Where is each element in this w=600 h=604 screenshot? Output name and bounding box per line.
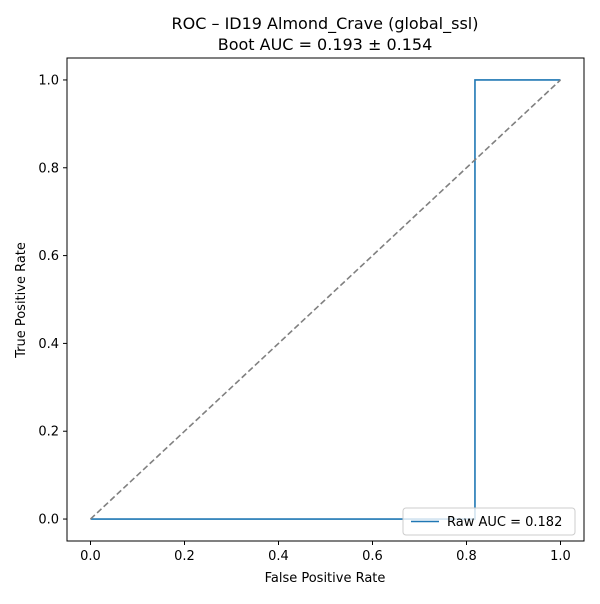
y-tick-label: 1.0 [38,73,59,88]
x-tick-label: 0.2 [174,549,195,564]
plot-area: 0.0 0.2 0.4 0.6 0.8 1.0 0.0 0.2 0.4 0.6 0.8 1.0 [38,57,585,564]
x-tick-label: 1.0 [550,549,571,564]
chart-subtitle: Boot AUC = 0.193 ± 0.154 [218,35,433,54]
y-tick-label: 0.8 [38,161,59,176]
legend-box [402,507,576,536]
y-axis-label: True Positive Rate [14,242,29,359]
y-tick-label: 0.0 [38,513,59,528]
x-tick-label: 0.4 [268,549,289,564]
roc-curve-line [90,79,561,520]
plot-frame [66,57,585,542]
legend: Raw AUC = 0.182 [402,507,576,536]
y-tick-label: 0.4 [38,337,59,352]
y-tick-label: 0.6 [38,249,59,264]
x-tick-label: 0.8 [456,549,477,564]
x-tick-label: 0.0 [80,549,101,564]
chance-diagonal-line [89,79,562,520]
x-axis-label: False Positive Rate [265,571,386,586]
chart-title: ROC – ID19 Almond_Crave (global_ssl) [172,14,479,34]
y-tick-label: 0.2 [38,425,59,440]
legend-entry-label: Raw AUC = 0.182 [447,515,562,530]
x-tick-label: 0.6 [362,549,383,564]
